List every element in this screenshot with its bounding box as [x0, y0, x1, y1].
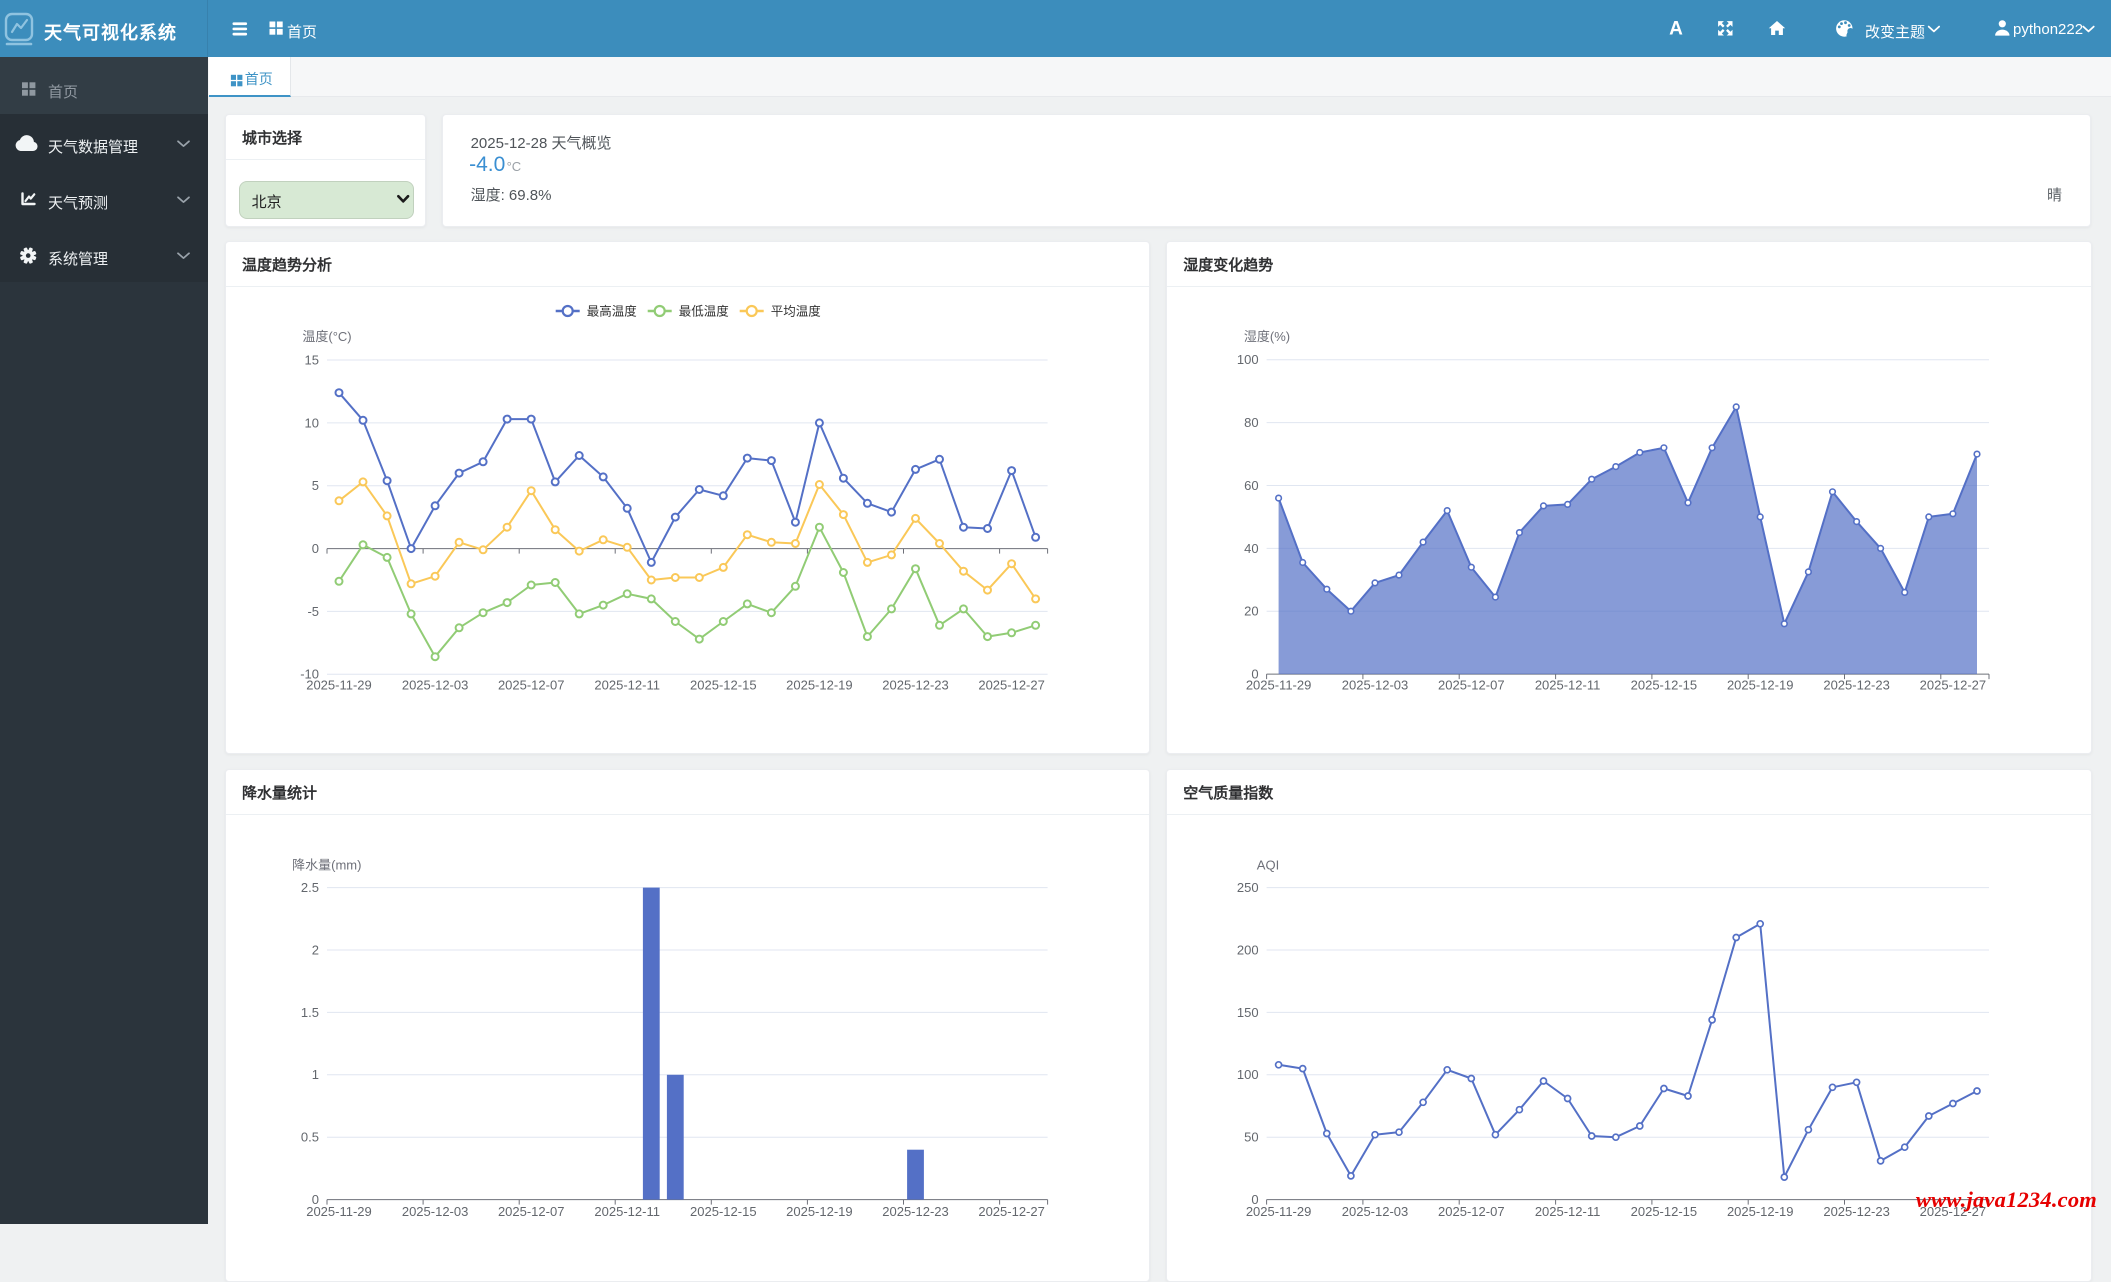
svg-text:2025-12-03: 2025-12-03: [1342, 1204, 1409, 1219]
svg-text:0: 0: [1251, 667, 1258, 682]
svg-text:2025-12-11: 2025-12-11: [594, 1204, 660, 1219]
svg-text:100: 100: [1237, 352, 1259, 367]
svg-text:2025-12-19: 2025-12-19: [786, 677, 853, 692]
svg-text:2025-12-07: 2025-12-07: [1438, 1204, 1505, 1219]
svg-text:2025-12-23: 2025-12-23: [882, 677, 949, 692]
svg-text:2025-12-19: 2025-12-19: [786, 1204, 853, 1219]
svg-text:AQI: AQI: [1257, 857, 1279, 872]
svg-text:平均温度: 平均温度: [771, 303, 822, 318]
svg-text:1.5: 1.5: [301, 1005, 319, 1020]
svg-text:2025-12-07: 2025-12-07: [498, 1204, 565, 1219]
svg-text:-10: -10: [300, 667, 319, 682]
svg-text:250: 250: [1237, 880, 1259, 895]
svg-text:1: 1: [312, 1067, 319, 1082]
svg-text:2025-12-11: 2025-12-11: [1535, 1204, 1601, 1219]
svg-text:-5: -5: [307, 604, 319, 619]
svg-text:15: 15: [305, 352, 319, 367]
svg-text:2025-12-19: 2025-12-19: [1727, 677, 1794, 692]
svg-text:2025-12-11: 2025-12-11: [594, 677, 660, 692]
svg-text:A: A: [1669, 19, 1683, 40]
svg-text:最高温度: 最高温度: [587, 303, 638, 318]
svg-text:20: 20: [1244, 604, 1258, 619]
svg-text:150: 150: [1237, 1005, 1259, 1020]
svg-text:2025-11-29: 2025-11-29: [1246, 677, 1312, 692]
svg-text:2025-11-29: 2025-11-29: [1246, 1204, 1312, 1219]
svg-text:湿度(%): 湿度(%): [1244, 329, 1290, 344]
svg-text:100: 100: [1237, 1067, 1259, 1082]
svg-text:2025-12-03: 2025-12-03: [402, 677, 469, 692]
svg-text:2025-12-03: 2025-12-03: [1342, 677, 1409, 692]
svg-text:200: 200: [1237, 942, 1259, 957]
svg-text:2025-11-29: 2025-11-29: [306, 1204, 372, 1219]
svg-text:2025-12-27: 2025-12-27: [978, 1204, 1045, 1219]
svg-text:40: 40: [1244, 541, 1258, 556]
svg-text:2025-12-15: 2025-12-15: [690, 1204, 757, 1219]
svg-text:2025-12-27: 2025-12-27: [1920, 677, 1987, 692]
svg-text:2025-12-07: 2025-12-07: [498, 677, 565, 692]
svg-text:2025-12-23: 2025-12-23: [1823, 677, 1890, 692]
svg-text:2025-12-23: 2025-12-23: [882, 1204, 949, 1219]
svg-text:2: 2: [312, 942, 319, 957]
svg-text:2025-12-15: 2025-12-15: [690, 677, 757, 692]
svg-text:降水量(mm): 降水量(mm): [292, 857, 361, 872]
svg-text:2025-12-27: 2025-12-27: [978, 677, 1045, 692]
svg-text:0: 0: [312, 541, 319, 556]
svg-text:10: 10: [305, 415, 319, 430]
svg-text:2025-12-07: 2025-12-07: [1438, 677, 1505, 692]
svg-text:2025-12-11: 2025-12-11: [1535, 677, 1601, 692]
svg-text:0: 0: [1251, 1192, 1258, 1207]
svg-text:5: 5: [312, 478, 319, 493]
svg-text:2025-12-27: 2025-12-27: [1920, 1204, 1987, 1219]
svg-text:2025-11-29: 2025-11-29: [306, 677, 372, 692]
svg-text:2025-12-03: 2025-12-03: [402, 1204, 469, 1219]
svg-text:0.5: 0.5: [301, 1130, 319, 1145]
svg-text:2025-12-15: 2025-12-15: [1631, 677, 1698, 692]
svg-text:50: 50: [1244, 1130, 1258, 1145]
svg-text:最低温度: 最低温度: [679, 303, 730, 318]
svg-text:80: 80: [1244, 415, 1258, 430]
svg-text:温度(°C): 温度(°C): [302, 329, 351, 344]
svg-text:0: 0: [312, 1192, 319, 1207]
svg-text:60: 60: [1244, 478, 1258, 493]
svg-text:2025-12-19: 2025-12-19: [1727, 1204, 1794, 1219]
svg-text:2025-12-23: 2025-12-23: [1823, 1204, 1890, 1219]
svg-text:2.5: 2.5: [301, 880, 319, 895]
svg-text:2025-12-15: 2025-12-15: [1631, 1204, 1698, 1219]
